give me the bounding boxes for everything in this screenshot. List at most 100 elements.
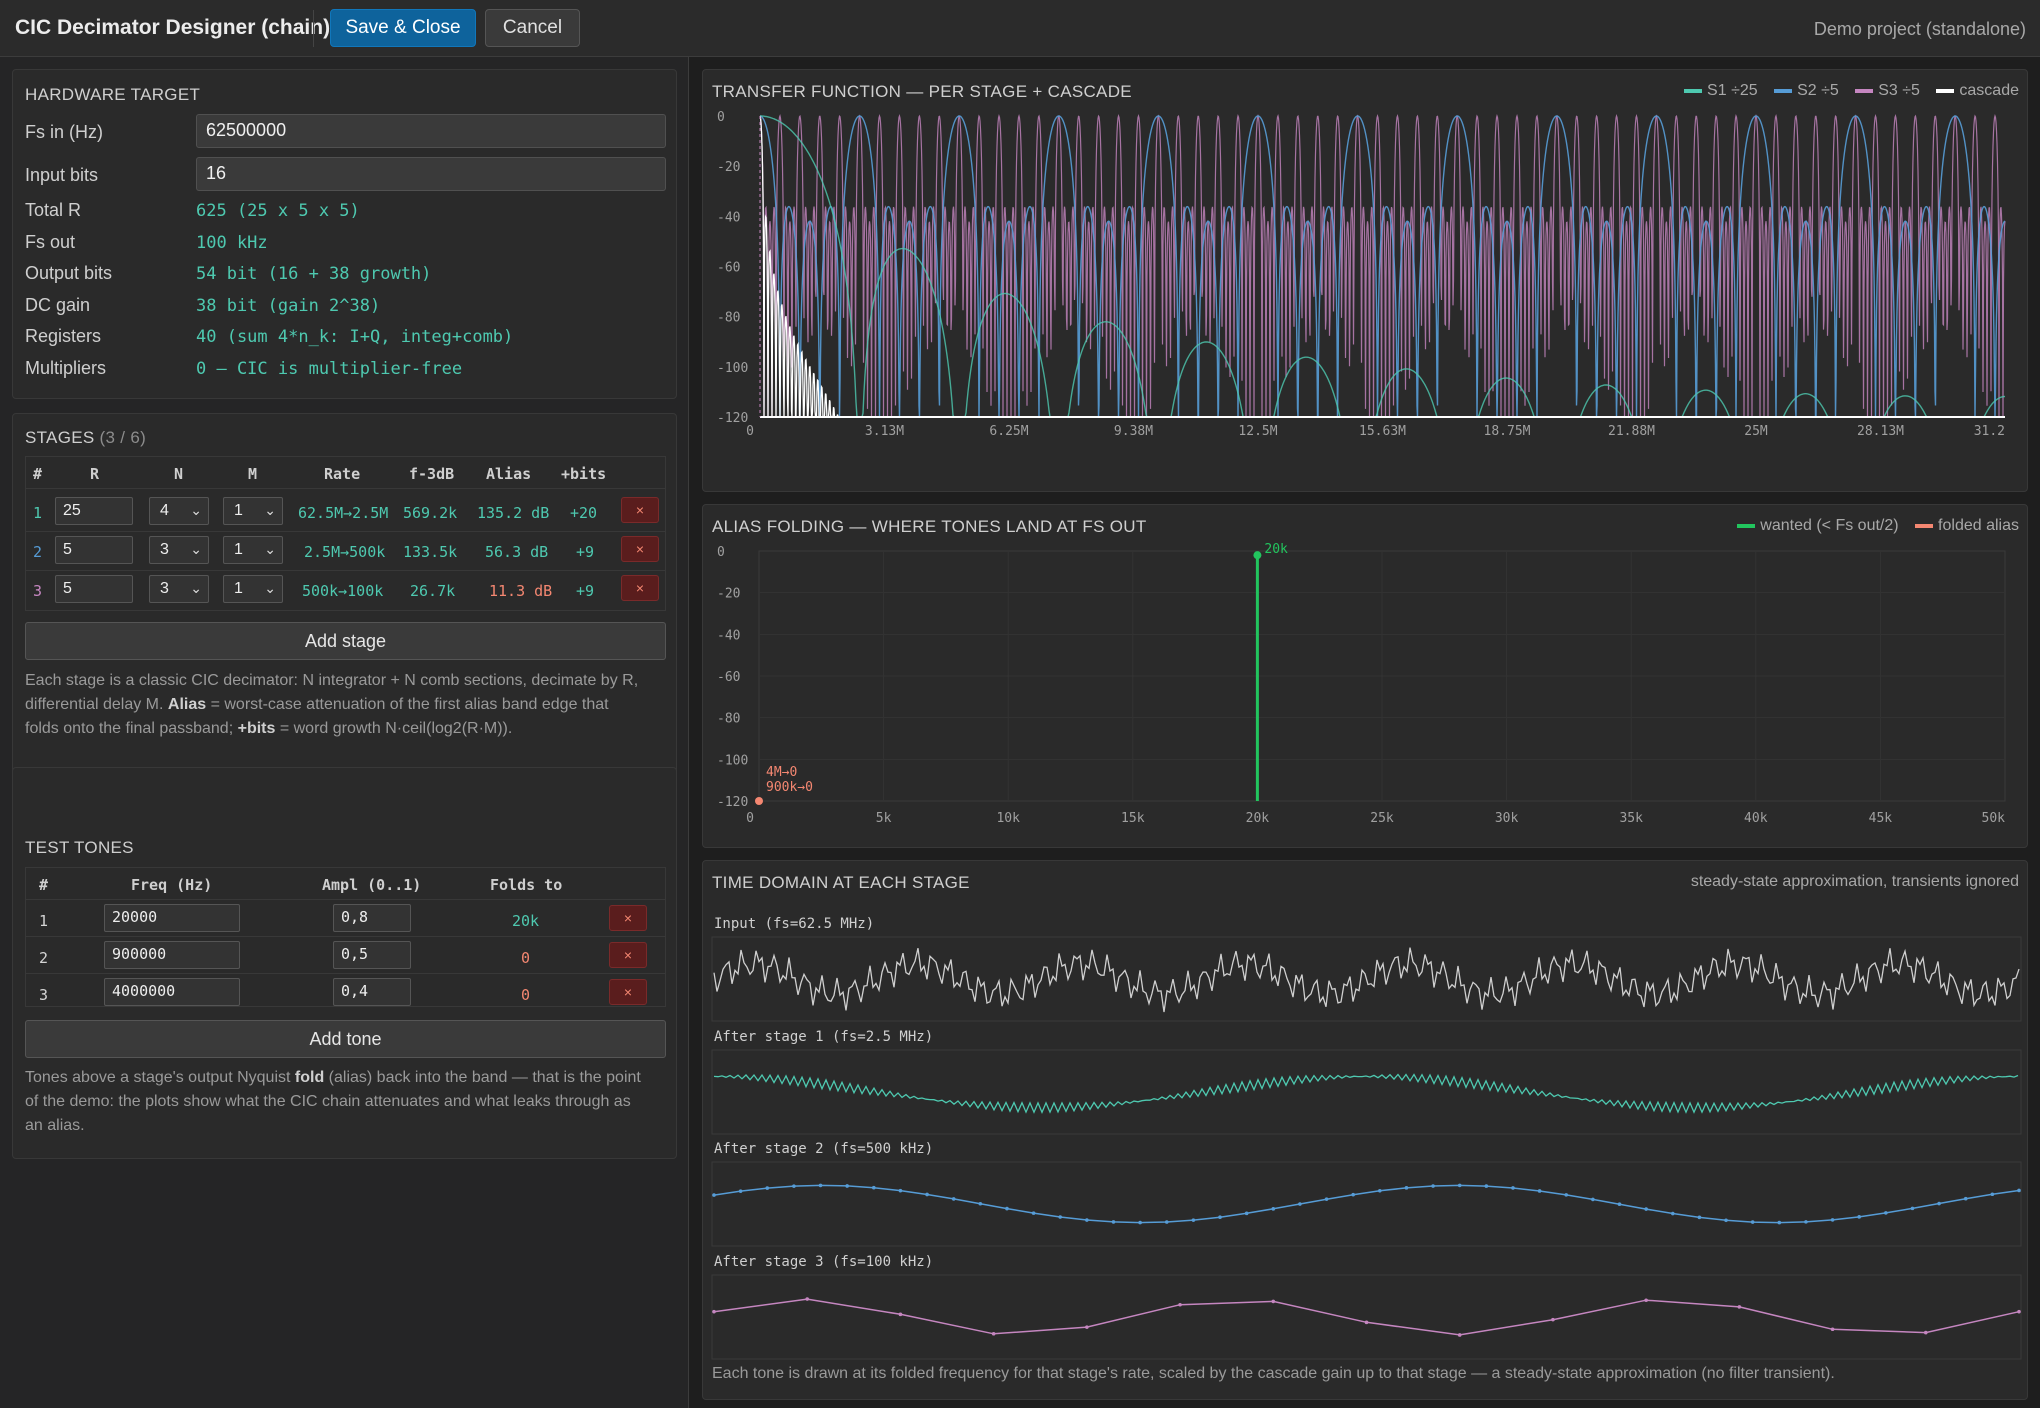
row-divider: [25, 570, 666, 571]
time-domain-chart: Input (fs=62.5 MHz) After stage 1 (fs=2.5…: [711, 916, 2022, 1360]
add-tone-button[interactable]: Add tone: [25, 1020, 666, 1058]
cancel-button[interactable]: Cancel: [485, 9, 580, 47]
sample-point: [1564, 1193, 1569, 1197]
time-domain-subtitle: steady-state approximation, transients i…: [1690, 873, 2019, 890]
stage-rate: 2.5M→500k: [304, 543, 386, 561]
time-domain-footer: Each tone is drawn at its folded frequen…: [712, 1365, 1835, 1382]
alias-point: [755, 797, 763, 805]
x-tick-label: 9.38M: [1114, 424, 1153, 439]
stage-n-select[interactable]: 3 ⌄: [149, 575, 209, 603]
stage-bits: +20: [570, 504, 598, 522]
stage-f3db: 133.5k: [403, 543, 458, 561]
col-header-rate: Rate: [324, 465, 361, 483]
fs-in-input[interactable]: 62500000: [196, 114, 666, 148]
legend-swatch-cascade: [1936, 88, 1955, 93]
sample-point: [1617, 1202, 1622, 1207]
y-tick-label: -20: [717, 587, 740, 602]
tone-ampl-input[interactable]: 0,4: [333, 978, 411, 1006]
row-divider: [25, 973, 666, 974]
stages-count: (3 / 6): [99, 428, 147, 447]
y-tick-label: -60: [717, 261, 740, 276]
x-tick-label: 15.63M: [1359, 424, 1406, 439]
x-tick-label: 31.2: [1974, 424, 2005, 439]
delete-tone-button[interactable]: ×: [609, 942, 647, 968]
stage-r-input[interactable]: 5: [55, 536, 133, 564]
input-bits-label: Input bits: [25, 165, 99, 185]
sample-point: [1298, 1202, 1302, 1206]
sample-point: [1404, 1186, 1409, 1190]
panel-title: TRANSFER FUNCTION — PER STAGE + CASCADE: [712, 82, 1132, 101]
stage-f3db: 26.7k: [410, 582, 456, 600]
tone-freq-input[interactable]: 900000: [104, 941, 240, 969]
note-line: Each stage is a classic CIC decimator: N…: [25, 672, 639, 689]
stage-alias: 56.3 dB: [485, 543, 549, 561]
sample-point: [1431, 1184, 1435, 1188]
stage-n-select[interactable]: 4 ⌄: [149, 497, 209, 525]
stage3-trace: [713, 1298, 2020, 1336]
track-frame: [711, 1274, 2022, 1360]
sample-point: [792, 1184, 796, 1188]
legend-s3: S3 ÷5: [1878, 82, 1920, 99]
tone-folds-to: 0: [521, 949, 531, 967]
sample-point: [1591, 1197, 1595, 1202]
x-tick-label: 25k: [1370, 811, 1394, 826]
delete-tone-button[interactable]: ×: [609, 979, 647, 1005]
stage-bits: +9: [576, 582, 595, 600]
sample-point: [978, 1201, 983, 1206]
add-stage-button[interactable]: Add stage: [25, 622, 666, 660]
sample-point: [805, 1297, 810, 1301]
legend-swatch-wanted: [1737, 523, 1756, 528]
sample-point: [898, 1188, 903, 1193]
sample-point: [1457, 1183, 1462, 1188]
output-bits-value: 54 bit (16 + 38 growth): [196, 264, 432, 284]
delete-stage-button[interactable]: ×: [621, 575, 659, 601]
stage-alias: 11.3 dB: [489, 582, 553, 600]
delete-stage-button[interactable]: ×: [621, 497, 659, 523]
legend-swatch-s1: [1684, 88, 1703, 93]
sample-point: [1551, 1317, 1555, 1322]
dc-gain-value: 38 bit (gain 2^38): [196, 296, 381, 316]
registers-value: 40 (sum 4*n_k: I+Q, integ+comb): [196, 327, 514, 347]
tone-ampl-input[interactable]: 0,8: [333, 904, 411, 932]
stage-m-select[interactable]: 1 ⌄: [223, 536, 283, 564]
stage2-trace: [713, 1184, 2020, 1224]
note-line: of the demo: the plots show what the CIC…: [25, 1093, 631, 1110]
x-tick-label: 50k: [1982, 811, 2006, 826]
stage-m-select[interactable]: 1 ⌄: [223, 575, 283, 603]
legend-s2: S2 ÷5: [1797, 82, 1839, 99]
tones-note: Tones above a stage's output Nyquist fol…: [25, 1066, 670, 1138]
stage-r-input[interactable]: 5: [55, 575, 133, 603]
col-header-freq: Freq (Hz): [131, 876, 213, 894]
stages-title: STAGES: [25, 428, 95, 447]
x-tick-label: 15k: [1121, 811, 1145, 826]
stage-m-select[interactable]: 1 ⌄: [223, 497, 283, 525]
tone-freq-input[interactable]: 4000000: [104, 978, 240, 1006]
chevron-down-icon: ⌄: [190, 580, 202, 596]
tone-freq-input[interactable]: 20000: [104, 904, 240, 932]
toolbar-divider: [313, 10, 314, 47]
sample-point: [1804, 1220, 1808, 1224]
delete-stage-button[interactable]: ×: [621, 536, 659, 562]
row-divider: [25, 531, 666, 532]
stage-n-select[interactable]: 3 ⌄: [149, 536, 209, 564]
save-close-button[interactable]: Save & Close: [330, 9, 476, 47]
y-tick-label: -20: [717, 160, 740, 175]
sample-point: [712, 1309, 716, 1314]
note-line: an alias.: [25, 1117, 85, 1134]
sample-point: [951, 1197, 956, 1201]
x-tick-label: 40k: [1744, 811, 1768, 826]
tone-ampl-input[interactable]: 0,5: [333, 941, 411, 969]
delete-tone-button[interactable]: ×: [609, 905, 647, 931]
sample-point: [898, 1312, 903, 1317]
col-header-num: #: [39, 876, 49, 894]
stage-r-input[interactable]: 25: [55, 497, 133, 525]
sample-point: [1537, 1189, 1542, 1193]
wanted-point: [1253, 551, 1262, 560]
input-bits-input[interactable]: 16: [196, 157, 666, 191]
legend-swatch-s3: [1855, 88, 1874, 93]
sample-point: [845, 1184, 849, 1188]
sample-point: [1085, 1218, 1089, 1222]
y-tick-label: 0: [717, 545, 725, 560]
panel-title: HARDWARE TARGET: [25, 85, 201, 104]
